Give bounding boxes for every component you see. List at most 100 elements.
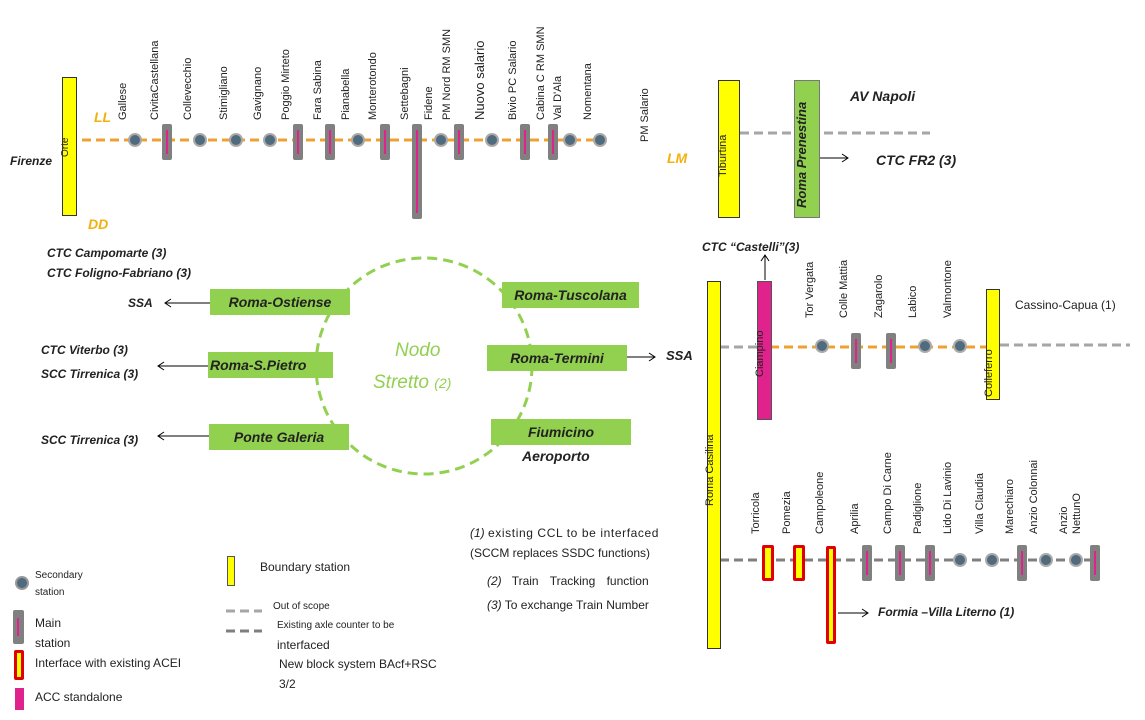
station-label: Aprilia: [849, 503, 861, 534]
station-label: Campo Di Carne: [882, 452, 894, 534]
node-roma-termini: Roma-Termini: [487, 345, 627, 371]
main-station: [548, 124, 558, 160]
station-label: Pianabella: [340, 68, 352, 120]
station-label: Padiglione: [912, 482, 924, 534]
main-station: [1090, 545, 1100, 581]
legend-acc-symbol: [15, 688, 24, 710]
station-label: Lido Di Lavinio: [942, 461, 954, 534]
secondary-station: [1069, 553, 1083, 567]
arrows: [157, 153, 869, 618]
ctc-foligno-fabriano: CTC Foligno-Fabriano (3): [47, 266, 191, 280]
scc-tirrenica-1: SCC Tirrenica (3): [41, 367, 139, 381]
station-label: CivitaCastellana: [149, 40, 161, 120]
secondary-station: [351, 133, 365, 147]
legend-secondary-b: station: [35, 587, 65, 598]
secondary-station: [128, 133, 142, 147]
legend-interface-label: Interface with existing ACEI: [35, 656, 182, 670]
legend-out-of-scope: Out of scope: [273, 601, 330, 612]
legend-axle-a: Existing axle counter to be: [277, 620, 395, 631]
node-roma-tuscolana: Roma-Tuscolana: [502, 282, 639, 308]
lm-label: LM: [667, 150, 688, 166]
station-label: Poggio Mirteto: [280, 49, 292, 120]
main-station: [862, 545, 872, 581]
station-label: Bivio PC Salario: [507, 40, 519, 120]
colleferro-label: Colleferro: [983, 349, 995, 397]
legend-block-a: New block system BAcf+RSC: [279, 657, 437, 671]
secondary-station: [485, 133, 499, 147]
roma-prenestina-label: Roma Prenestina: [794, 101, 809, 208]
boundary-roma-casilina: [707, 281, 721, 649]
legend-interface-symbol: [14, 650, 24, 680]
boundary-station-orte: [62, 77, 77, 216]
main-station: [293, 124, 303, 160]
legend-acc-label: ACC standalone: [35, 690, 123, 704]
station-label: Villa Claudia: [974, 473, 986, 534]
pm-salario-label: PM Salario: [639, 88, 651, 142]
formia-label: Formia –Villa Literno (1): [878, 605, 1015, 619]
scc-tirrenica-2: SCC Tirrenica (3): [41, 433, 139, 447]
secondary-station: [985, 553, 999, 567]
station-label: Nomentana: [582, 63, 594, 120]
ctc-castelli: CTC “Castelli”(3): [702, 240, 800, 254]
station-label: Pomezia: [781, 491, 793, 534]
station-label: Fara Sabina: [312, 60, 324, 120]
interface-acei-station: [793, 545, 805, 581]
station-label: Valmontone: [942, 260, 954, 318]
station-label: Monterotondo: [367, 52, 379, 120]
legend-main-b: station: [35, 636, 71, 650]
station-label: Collevecchio: [182, 57, 194, 120]
boundary-station-tiburtina: [718, 80, 740, 218]
station-label: Fidene: [423, 86, 435, 120]
main-station: [162, 124, 172, 160]
campoleone-interface-long: [826, 546, 836, 644]
station-label: Val D'Ala: [552, 75, 564, 120]
orte-label: Orte: [60, 137, 71, 157]
nodo-label: Nodo: [395, 340, 441, 361]
firenze-label: Firenze: [10, 154, 53, 168]
node-roma-s-pietro: Roma-S.Pietro: [208, 352, 333, 378]
secondary-station: [815, 339, 829, 353]
station-label: Marechiaro: [1004, 478, 1016, 534]
note-1: (1) existing CCL to be interfaced: [470, 526, 660, 540]
interface-acei-station: [762, 545, 774, 581]
legend-boundary-symbol: [227, 556, 235, 586]
main-station: [886, 333, 896, 369]
station-label: NettunO: [1071, 493, 1083, 534]
station-label: PM Nord RM SMN: [441, 28, 453, 120]
station-label: Zagarolo: [873, 274, 885, 318]
main-station: [520, 124, 530, 160]
station-label: Colle Mattia: [838, 259, 850, 318]
ssa-right: SSA: [666, 348, 693, 363]
station-label: Nuovo salario: [472, 40, 487, 121]
station-label: Cabina C RM SMN: [535, 26, 547, 120]
acc-ciampino: [757, 281, 772, 420]
ssa-left: SSA: [128, 296, 153, 310]
main-station: [925, 545, 935, 581]
station-label: Gallese: [117, 82, 129, 120]
secondary-station: [918, 339, 932, 353]
dd-label: DD: [88, 216, 109, 232]
note-1b: (SCCM replaces SSDC functions): [470, 546, 651, 560]
station-label: Settebagni: [399, 67, 411, 120]
station-label: Torricola: [750, 492, 762, 534]
main-station: [454, 124, 464, 160]
legend-block-b: 3/2: [279, 677, 296, 691]
ctc-fr2-label: CTC FR2 (3): [876, 152, 957, 168]
ll-label: LL: [94, 109, 112, 125]
node-roma-ostiense: Roma-Ostiense: [210, 289, 350, 315]
ciampino-label: Ciampino: [754, 330, 766, 377]
station-label: Anzio: [1058, 506, 1070, 534]
legend-boundary-label: Boundary station: [260, 560, 351, 574]
note-3: (3) To exchange Train Number: [487, 598, 649, 612]
station-label: Campoleone: [814, 471, 826, 534]
legend-secondary-a: Secondary: [35, 570, 83, 581]
main-station: [412, 124, 422, 219]
roma-casilina-label: Roma Casilina: [704, 434, 716, 506]
station-label: Labico: [907, 285, 919, 318]
boundary-colleferro: [986, 289, 1000, 400]
main-station: [895, 545, 905, 581]
main-station: [325, 124, 335, 160]
main-station: [851, 333, 861, 369]
secondary-station: [263, 133, 277, 147]
av-napoli-label: AV Napoli: [850, 88, 916, 104]
